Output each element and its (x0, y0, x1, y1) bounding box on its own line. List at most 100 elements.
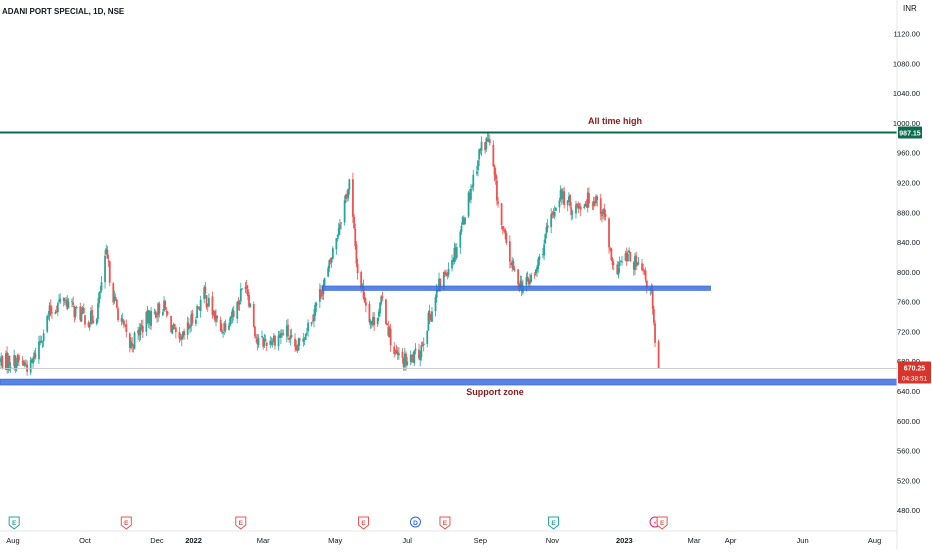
candle (99, 285, 102, 300)
candle (347, 188, 350, 202)
candle (603, 203, 606, 221)
candle (172, 322, 175, 330)
candle (219, 316, 222, 332)
earnings-event-icon[interactable]: E (656, 516, 668, 530)
candle (480, 136, 483, 157)
candle (422, 337, 425, 352)
time-tick-label: Aug (868, 536, 881, 545)
candle (599, 193, 602, 221)
candle (241, 288, 243, 291)
candle (610, 247, 613, 262)
candle (566, 199, 569, 212)
candle (409, 350, 412, 366)
candle (348, 178, 351, 195)
candle (455, 243, 458, 261)
candle (140, 320, 143, 331)
candle (212, 309, 215, 317)
candle (307, 319, 309, 337)
candle (321, 290, 324, 300)
candle (462, 215, 465, 226)
candle (567, 192, 570, 203)
svg-text:E: E (660, 520, 665, 527)
candle (47, 310, 50, 320)
svg-text:E: E (361, 520, 366, 527)
candle (139, 323, 142, 341)
candle (311, 314, 314, 323)
candle (336, 234, 339, 242)
candle (479, 147, 482, 155)
earnings-event-icon[interactable]: E (548, 516, 560, 530)
candle (6, 346, 8, 374)
candle (584, 201, 587, 207)
candle (608, 217, 610, 254)
price-tick-label: 840.00 (897, 238, 920, 247)
time-tick-label: May (328, 536, 342, 545)
candle (550, 208, 553, 234)
candle (106, 245, 109, 259)
price-axis[interactable]: 480.00520.00560.00600.00640.00680.00720.… (893, 30, 920, 516)
candle (285, 319, 288, 343)
candle (59, 293, 62, 305)
candle (505, 230, 508, 246)
earnings-event-icon[interactable]: E (120, 516, 132, 530)
candle (67, 297, 70, 309)
candle (104, 249, 106, 289)
candle (467, 190, 470, 218)
earnings-event-icon[interactable]: E (8, 516, 20, 530)
candle (601, 211, 603, 223)
candle (484, 142, 486, 154)
candle (356, 258, 359, 280)
price-badges: 987.15 670.25 04:38:51 (898, 126, 931, 384)
candle (387, 320, 390, 337)
time-tick-label: 2022 (185, 536, 202, 545)
candle (344, 193, 347, 204)
candle (604, 209, 607, 221)
candle (636, 261, 639, 267)
candle (278, 330, 281, 338)
candle (501, 225, 504, 235)
candle (431, 306, 433, 323)
candle (393, 342, 396, 358)
candle (434, 294, 437, 317)
candle (385, 298, 387, 325)
candle (33, 350, 36, 363)
candle (123, 319, 125, 329)
candle (107, 254, 110, 267)
candle (262, 336, 265, 350)
resistance-zone-band[interactable] (321, 285, 711, 291)
candle (186, 316, 189, 340)
earnings-event-icon[interactable]: E (235, 516, 247, 530)
candle (355, 241, 358, 268)
candle (189, 325, 191, 334)
price-tick-label: 1120.00 (893, 30, 920, 39)
candle (199, 295, 202, 318)
candle (497, 196, 499, 208)
candle (287, 318, 289, 340)
candle (340, 221, 342, 230)
dividend-event-icon[interactable]: D (409, 516, 421, 528)
candle (220, 323, 223, 335)
candle (494, 167, 497, 185)
candle (429, 314, 432, 322)
candle (591, 201, 594, 211)
candle (643, 269, 646, 276)
price-tick-label: 520.00 (897, 476, 920, 485)
earnings-event-icon[interactable]: E (358, 516, 370, 530)
candle (583, 203, 586, 210)
candle (0, 355, 1, 369)
candle (495, 175, 498, 206)
candle (346, 190, 348, 203)
support-zone-band[interactable] (0, 378, 898, 386)
time-tick-label: Aug (6, 536, 19, 545)
candle (41, 340, 44, 349)
time-axis[interactable]: Aug Oct Dec 2022 Mar May Jul Sep Nov 2023 Mar Apr Ju… (6, 536, 881, 545)
candle (586, 187, 589, 213)
candle (461, 215, 464, 226)
support-zone-label: Support zone (466, 387, 524, 397)
earnings-event-icon[interactable]: E (439, 516, 451, 530)
candle (421, 341, 424, 347)
candle (628, 247, 630, 254)
candle (555, 206, 557, 212)
